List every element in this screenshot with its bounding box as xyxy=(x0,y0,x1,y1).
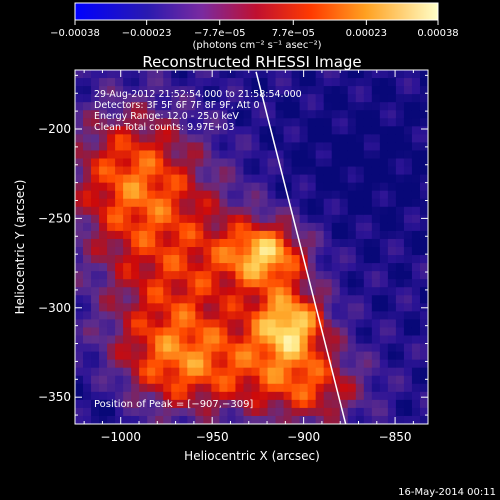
colorbar-tick-label: −7.7e−05 xyxy=(194,28,246,39)
chart-title: Reconstructed RHESSI Image xyxy=(142,53,361,71)
colorbar xyxy=(74,2,439,21)
colorbar-tick-label: 0.00038 xyxy=(417,28,458,39)
x-axis-label: Heliocentric X (arcsec) xyxy=(184,449,320,463)
annotation-detectors: Detectors: 3F 5F 6F 7F 8F 9F, Att 0 xyxy=(94,100,260,111)
timestamp: 16-May-2014 00:11 xyxy=(398,487,496,498)
y-axis-label: Heliocentric Y (arcsec) xyxy=(13,180,27,315)
annotation-clean: Clean Total counts: 9.97E+03 xyxy=(94,122,234,133)
x-tick-labels: −1000 −950 −900 −850 xyxy=(100,430,411,444)
x-tick-label: −1000 xyxy=(100,430,141,444)
x-tick-label: −850 xyxy=(379,430,412,444)
x-tick-label: −900 xyxy=(287,430,320,444)
y-tick-label: −250 xyxy=(38,211,71,225)
y-tick-labels: −200 −250 −300 −350 xyxy=(38,122,71,404)
y-tick-label: −300 xyxy=(38,301,71,315)
colorbar-tick-labels: −0.00038 −0.00023 −7.7e−05 7.7e−05 0.00023 0.… xyxy=(50,28,459,39)
axis-ticks xyxy=(75,70,428,424)
colorbar-unit-label: (photons cm⁻² s⁻¹ asec⁻²) xyxy=(192,40,321,51)
annotation-energy: Energy Range: 12.0 - 25.0 keV xyxy=(94,111,239,122)
y-tick-label: −350 xyxy=(38,390,71,404)
solar-limb-line xyxy=(255,71,347,424)
x-tick-label: −950 xyxy=(196,430,229,444)
peak-position-label: Position of Peak = [−907,−309] xyxy=(94,399,253,410)
y-tick-label: −200 xyxy=(38,122,71,136)
colorbar-tick-label: −0.00023 xyxy=(122,28,172,39)
annotation-time: 29-Aug-2012 21:52:54.000 to 21:58:54.000 xyxy=(94,89,302,100)
annotation-block: 29-Aug-2012 21:52:54.000 to 21:58:54.000… xyxy=(94,89,302,133)
plot-frame xyxy=(74,69,429,425)
colorbar-ticks xyxy=(74,20,439,25)
colorbar-tick-label: 0.00023 xyxy=(346,28,387,39)
colorbar-tick-label: 7.7e−05 xyxy=(272,28,315,39)
colorbar-tick-label: −0.00038 xyxy=(50,28,100,39)
